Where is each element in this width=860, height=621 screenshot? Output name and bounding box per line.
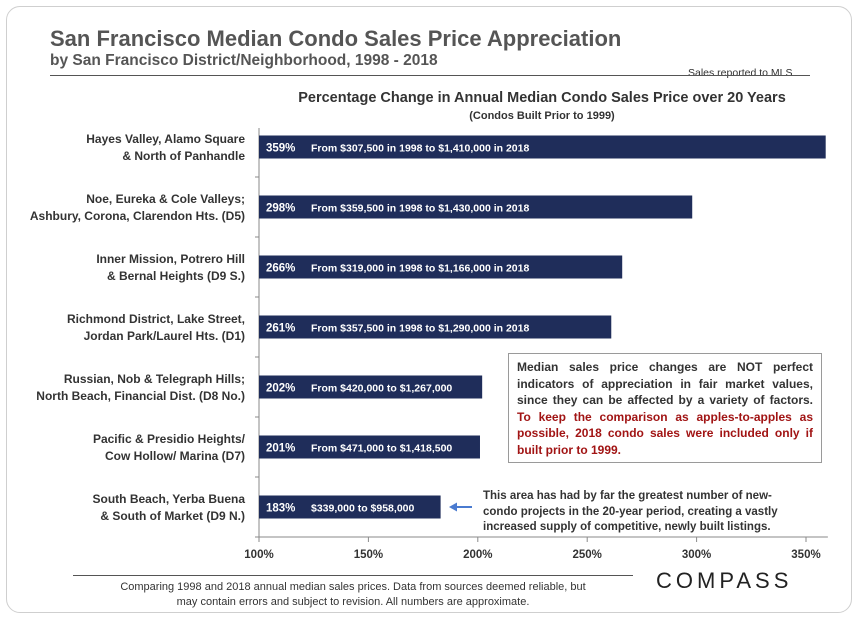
bar [259,315,612,339]
x-tick-label: 350% [791,549,820,561]
category-label: Richmond District, Lake Street, [67,312,245,326]
bar-annotation: From $420,000 to $1,267,000 [311,383,452,395]
category-label: Pacific & Presidio Heights/ [93,432,246,446]
header-divider [50,75,810,76]
category-label: & North of Panhandle [122,149,245,163]
category-label: & Bernal Heights (D9 S.) [107,269,245,283]
bar-value-label: 266% [266,263,295,275]
x-tick-label: 200% [463,549,492,561]
bar [259,495,441,519]
slide-frame [6,6,852,613]
footer-divider [73,575,633,576]
bar-annotation: From $471,000 to $1,418,500 [311,443,452,455]
page-title: San Francisco Median Condo Sales Price A… [50,26,622,51]
category-label: Russian, Nob & Telegraph Hills; [64,372,245,386]
arrow-left-icon [449,502,457,512]
compass-logo: COMPASS [656,568,793,593]
category-label: Hayes Valley, Alamo Square [86,132,245,146]
bar [259,435,480,459]
x-tick-label: 150% [354,549,383,561]
chart-title: Percentage Change in Annual Median Condo… [298,90,786,106]
footer-disclaimer: Comparing 1998 and 2018 annual median sa… [73,580,633,610]
bar-annotation: From $359,500 in 1998 to $1,430,000 in 2… [311,203,529,215]
bar-value-label: 359% [266,143,295,155]
category-label: Cow Hollow/ Marina (D7) [105,449,245,463]
category-label: South Beach, Yerba Buena [93,492,246,506]
bar-annotation: From $357,500 in 1998 to $1,290,000 in 2… [311,323,529,335]
chart-subtitle: (Condos Built Prior to 1999) [469,110,615,122]
page-subtitle: by San Francisco District/Neighborhood, … [50,52,438,69]
south-beach-note: This area has had by far the greatest nu… [483,490,778,533]
category-label: Ashbury, Corona, Clarendon Hts. (D5) [30,209,245,223]
bar [259,255,623,279]
x-tick-label: 250% [572,549,601,561]
bar-value-label: 298% [266,203,295,215]
category-label: Noe, Eureka & Cole Valleys; [86,192,245,206]
x-tick-label: 300% [682,549,711,561]
x-tick-label: 100% [244,549,273,561]
bar-value-label: 202% [266,383,295,395]
footer-line-1: Comparing 1998 and 2018 annual median sa… [120,581,586,593]
source-note: Sales reported to MLS [688,67,793,79]
bar [259,195,693,219]
category-label: North Beach, Financial Dist. (D8 No.) [36,389,245,403]
bar-value-label: 261% [266,323,295,335]
category-label: Jordan Park/Laurel Hts. (D1) [84,329,245,343]
category-label: Inner Mission, Potrero Hill [96,252,245,266]
category-label: & South of Market (D9 N.) [100,509,245,523]
bar-annotation: From $307,500 in 1998 to $1,410,000 in 2… [311,143,529,155]
bar-value-label: 201% [266,443,295,455]
bar-annotation: From $319,000 in 1998 to $1,166,000 in 2… [311,263,529,275]
footer-line-2: may contain errors and subject to revisi… [176,596,530,608]
bar-value-label: 183% [266,503,295,515]
note-text: Median sales price changes are NOT perfe… [517,360,813,408]
bar-annotation: $339,000 to $958,000 [311,503,414,515]
note-emphasis: To keep the comparison as apples-to-appl… [517,409,813,457]
methodology-note: Median sales price changes are NOT perfe… [508,353,822,463]
bar [259,375,483,399]
bar [259,135,826,159]
